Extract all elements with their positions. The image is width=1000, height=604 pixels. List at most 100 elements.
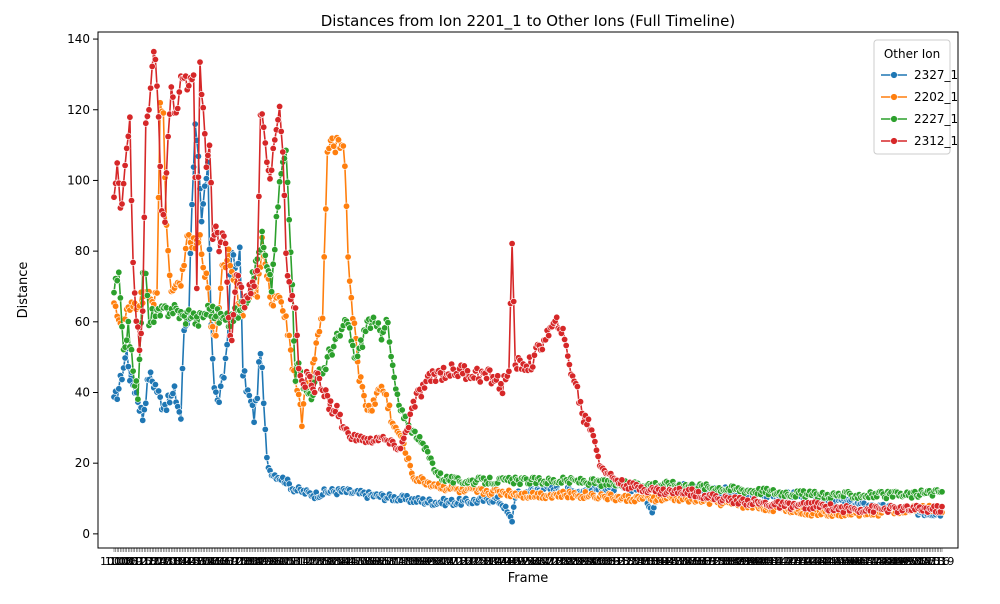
- data-point: [131, 289, 139, 297]
- data-point: [311, 388, 319, 396]
- data-point: [385, 338, 393, 346]
- data-point: [371, 400, 379, 408]
- x-tick-label: 1243: [487, 555, 515, 568]
- x-tick-label: 1198: [415, 555, 443, 568]
- data-point: [147, 84, 155, 92]
- x-tick-label: 1420: [769, 555, 797, 568]
- data-point: [245, 391, 253, 399]
- x-tick-label: 1240: [482, 555, 510, 568]
- x-tick-label: 1078: [224, 555, 252, 568]
- x-tick-label: 1003: [105, 555, 133, 568]
- data-point: [346, 277, 354, 285]
- x-tick-label: 1474: [855, 555, 883, 568]
- data-point: [315, 328, 323, 336]
- data-point: [253, 267, 261, 275]
- data-point: [185, 82, 193, 90]
- x-tick-label: 1210: [434, 555, 462, 568]
- data-point: [384, 319, 392, 327]
- data-point: [253, 394, 261, 402]
- x-tick-label: 1438: [797, 555, 825, 568]
- data-point: [290, 337, 298, 345]
- x-tick-label: 1402: [740, 555, 768, 568]
- x-tick-label: 1075: [219, 555, 247, 568]
- data-point: [592, 446, 600, 454]
- x-tick-label: 1036: [157, 555, 185, 568]
- data-point: [115, 385, 123, 393]
- data-point: [215, 248, 223, 256]
- data-point: [229, 311, 237, 319]
- data-point: [368, 407, 376, 415]
- x-tick-label: 1081: [229, 555, 257, 568]
- y-tick-label: 40: [75, 385, 90, 399]
- data-point: [405, 454, 413, 462]
- y-tick-label: 140: [67, 32, 90, 46]
- x-tick-label: 1423: [774, 555, 802, 568]
- data-point: [171, 382, 179, 390]
- data-point: [217, 382, 225, 390]
- x-tick-label: 1477: [860, 555, 888, 568]
- data-point: [258, 363, 266, 371]
- x-tick-label: 1465: [840, 555, 868, 568]
- data-point: [175, 408, 183, 416]
- x-tick-label: 1015: [124, 555, 152, 568]
- data-point: [156, 393, 164, 401]
- x-tick-label: 1396: [731, 555, 759, 568]
- x-tick-label: 1315: [602, 555, 630, 568]
- x-tick-label: 1129: [305, 555, 333, 568]
- data-point: [234, 314, 242, 322]
- data-point: [258, 110, 266, 118]
- data-point: [151, 55, 159, 63]
- data-point: [299, 400, 307, 408]
- x-tick-label: 1351: [659, 555, 687, 568]
- data-point: [266, 271, 274, 279]
- x-tick-label: 1237: [477, 555, 505, 568]
- data-point: [510, 297, 518, 305]
- y-tick-label: 100: [67, 173, 90, 187]
- y-tick-label: 0: [82, 527, 90, 541]
- data-point: [261, 425, 269, 433]
- x-tick-label: 1441: [802, 555, 830, 568]
- x-tick-label: 1399: [735, 555, 763, 568]
- x-axis: 1000100310061009101210151018102110241027…: [100, 548, 954, 568]
- x-tick-label: 1462: [836, 555, 864, 568]
- data-point: [357, 373, 365, 381]
- x-tick-label: 1348: [654, 555, 682, 568]
- x-tick-label: 1321: [611, 555, 639, 568]
- x-tick-label: 1342: [645, 555, 673, 568]
- data-point: [315, 375, 323, 383]
- data-point: [291, 377, 299, 385]
- data-point: [291, 304, 299, 312]
- x-tick-label: 1270: [530, 555, 558, 568]
- x-tick-label: 1054: [186, 555, 214, 568]
- data-point: [336, 332, 344, 340]
- data-point: [202, 175, 210, 183]
- data-point: [271, 136, 279, 144]
- x-tick-label: 1513: [917, 555, 945, 568]
- data-point: [223, 278, 231, 286]
- x-tick-label: 1435: [793, 555, 821, 568]
- data-point: [123, 336, 131, 344]
- x-tick-label: 1201: [420, 555, 448, 568]
- data-point: [110, 193, 118, 201]
- x-tick-label: 1183: [391, 555, 419, 568]
- x-tick-label: 1327: [621, 555, 649, 568]
- x-tick-label: 1333: [630, 555, 658, 568]
- x-tick-label: 1144: [329, 555, 357, 568]
- data-point: [226, 262, 234, 270]
- data-point: [164, 247, 172, 255]
- data-point: [220, 374, 228, 382]
- data-point: [497, 380, 505, 388]
- data-point: [561, 335, 569, 343]
- x-tick-label: 1414: [759, 555, 787, 568]
- x-tick-label: 1498: [893, 555, 921, 568]
- x-tick-label: 1303: [582, 555, 610, 568]
- x-tick-label: 1189: [401, 555, 429, 568]
- data-point: [231, 288, 239, 296]
- data-point: [618, 476, 626, 484]
- data-point: [274, 116, 282, 124]
- data-point: [148, 62, 156, 70]
- x-tick-label: 1357: [668, 555, 696, 568]
- data-point: [342, 202, 350, 210]
- x-tick-label: 1177: [382, 555, 410, 568]
- x-tick-label: 1135: [315, 555, 343, 568]
